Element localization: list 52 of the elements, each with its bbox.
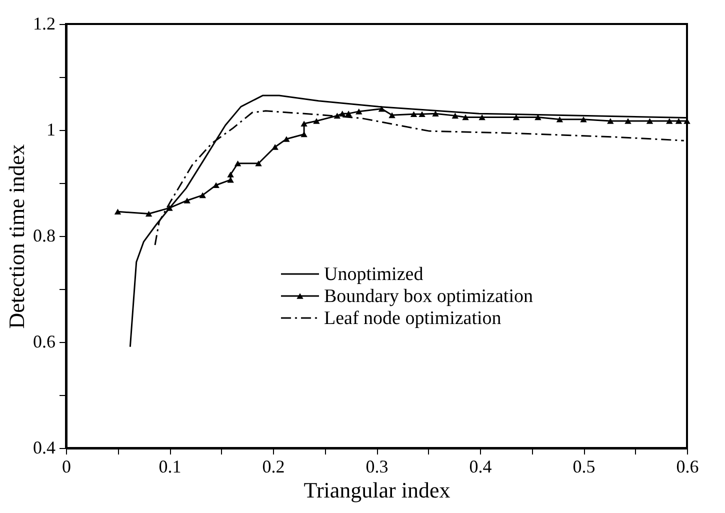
x-tick-label: 0.3 <box>366 456 388 476</box>
point <box>378 106 386 112</box>
point <box>338 110 346 116</box>
x-tick-label: 0.4 <box>469 456 492 476</box>
point <box>607 118 614 124</box>
point <box>300 120 308 127</box>
point <box>313 118 320 124</box>
point <box>300 131 308 138</box>
x-tick-label: 0.1 <box>158 456 182 476</box>
point <box>462 114 469 120</box>
x-tick-label: 0.2 <box>262 456 285 476</box>
point <box>212 182 220 188</box>
legend-label: Unoptimized <box>324 264 424 285</box>
y-tick-label: 1 <box>46 120 56 140</box>
y-tick-label: 0.6 <box>33 332 56 352</box>
point <box>199 192 206 198</box>
point <box>145 210 152 217</box>
x-tick-label: 0.5 <box>572 456 596 476</box>
point <box>418 111 426 118</box>
x-tick-label: 0 <box>62 456 71 476</box>
point <box>255 160 262 166</box>
point <box>556 116 564 122</box>
point <box>234 160 242 166</box>
point <box>114 208 122 215</box>
y-tick-label: 0.8 <box>33 226 56 246</box>
point <box>166 205 173 211</box>
point <box>624 118 632 124</box>
point <box>675 118 682 124</box>
point <box>646 118 654 124</box>
point <box>227 176 234 183</box>
point <box>410 111 418 118</box>
y-tick-label: 1.2 <box>33 14 56 34</box>
x-axis-title: Triangular index <box>304 478 450 502</box>
point <box>534 114 542 120</box>
y-axis-title: Detection time index <box>4 144 29 329</box>
point <box>272 144 278 150</box>
point <box>356 108 362 114</box>
point <box>580 116 587 122</box>
y-tick-label: 0.4 <box>33 438 56 458</box>
point <box>432 110 439 116</box>
point <box>512 114 520 120</box>
point <box>345 110 352 116</box>
legend-label: Leaf node optimization <box>324 308 502 329</box>
legend-label: Boundary box optimization <box>324 286 534 307</box>
point <box>227 172 234 178</box>
point <box>452 112 459 119</box>
x-tick-label: 0.6 <box>676 456 699 476</box>
point <box>478 114 486 120</box>
point <box>283 136 290 142</box>
point <box>184 198 190 204</box>
point <box>666 118 673 124</box>
point <box>388 112 396 118</box>
